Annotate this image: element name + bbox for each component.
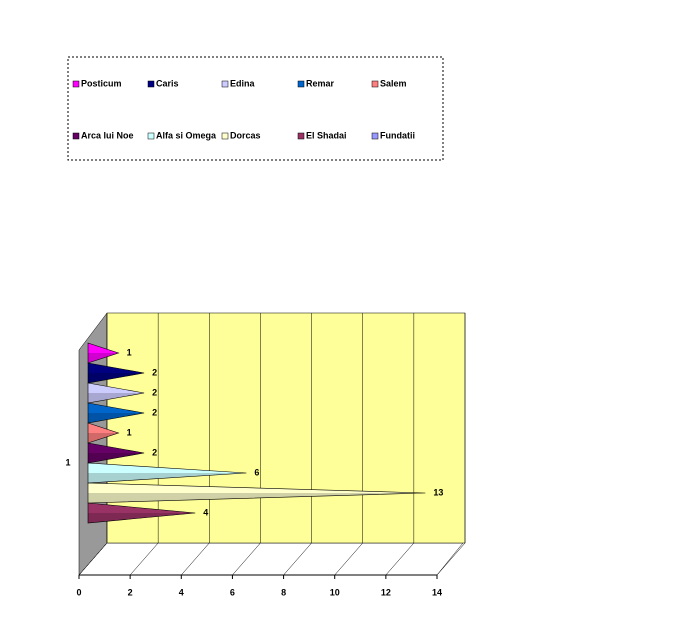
value-label: 1 bbox=[127, 347, 132, 357]
legend-box bbox=[67, 56, 444, 161]
legend-swatch bbox=[371, 132, 379, 140]
x-tick-label: 6 bbox=[230, 587, 235, 597]
value-label: 2 bbox=[152, 447, 157, 457]
pyramid-shade bbox=[88, 513, 196, 523]
x-tick-label: 10 bbox=[330, 587, 340, 597]
pyramid-bar bbox=[87, 342, 120, 364]
legend-label: Dorcas bbox=[230, 130, 261, 140]
legend-label: Caris bbox=[156, 78, 179, 88]
legend-label: Edina bbox=[230, 78, 255, 88]
legend-swatch bbox=[72, 80, 80, 88]
floor-grid-line bbox=[78, 542, 108, 576]
x-tick-label: 12 bbox=[381, 587, 391, 597]
floor bbox=[78, 542, 464, 576]
legend-swatch bbox=[297, 132, 305, 140]
legend-swatch bbox=[297, 80, 305, 88]
pyramid-shade bbox=[88, 453, 145, 463]
legend-label: Fundatii bbox=[380, 130, 415, 140]
pyramid-bar bbox=[87, 402, 145, 424]
legend-swatch bbox=[221, 132, 229, 140]
pyramid-shade bbox=[88, 393, 145, 403]
floor-grid-line bbox=[283, 542, 312, 576]
y-tick-label: 1 bbox=[65, 457, 70, 467]
floor-grid-line bbox=[129, 542, 159, 576]
legend-swatch bbox=[147, 80, 155, 88]
legend-label: Salem bbox=[380, 78, 407, 88]
floor-grid-line bbox=[385, 542, 415, 576]
pyramid-shade bbox=[88, 353, 119, 363]
x-tick-label: 2 bbox=[128, 587, 133, 597]
pyramid-bar bbox=[87, 422, 120, 444]
value-label: 2 bbox=[152, 387, 157, 397]
floor-grid-line bbox=[181, 542, 210, 576]
pyramid-shade bbox=[88, 433, 119, 443]
value-label: 4 bbox=[203, 507, 208, 517]
pyramid-shade bbox=[88, 413, 145, 423]
floor-grid-line bbox=[334, 542, 363, 576]
x-tick-label: 0 bbox=[76, 587, 81, 597]
floor-grid-line bbox=[436, 542, 466, 576]
pyramid-bar bbox=[87, 362, 145, 384]
pyramid-bar bbox=[87, 382, 145, 404]
back-wall bbox=[106, 312, 466, 544]
legend-swatch bbox=[221, 80, 229, 88]
legend-label: Alfa si Omega bbox=[156, 130, 217, 140]
legend-swatch bbox=[72, 132, 80, 140]
legend-label: Remar bbox=[306, 78, 335, 88]
pyramid-bar bbox=[87, 462, 247, 484]
pyramid-bar bbox=[87, 442, 145, 464]
value-label: 13 bbox=[433, 487, 443, 497]
x-tick-label: 14 bbox=[432, 587, 442, 597]
x-tick-label: 4 bbox=[179, 587, 184, 597]
pyramid-shade bbox=[88, 493, 426, 503]
value-label: 2 bbox=[152, 407, 157, 417]
value-label: 1 bbox=[127, 427, 132, 437]
pyramid-bar bbox=[87, 502, 196, 524]
legend-label: El Shadai bbox=[306, 130, 347, 140]
pyramid-bar bbox=[87, 482, 426, 504]
pyramid-shade bbox=[88, 373, 145, 383]
legend-label: Arca lui Noe bbox=[81, 130, 134, 140]
value-label: 2 bbox=[152, 367, 157, 377]
value-label: 6 bbox=[254, 467, 259, 477]
x-tick-label: 8 bbox=[281, 587, 286, 597]
legend-label: Posticum bbox=[81, 78, 122, 88]
legend-swatch bbox=[371, 80, 379, 88]
floor-grid-line bbox=[232, 542, 261, 576]
legend-swatch bbox=[147, 132, 155, 140]
pyramid-shade bbox=[88, 473, 247, 483]
